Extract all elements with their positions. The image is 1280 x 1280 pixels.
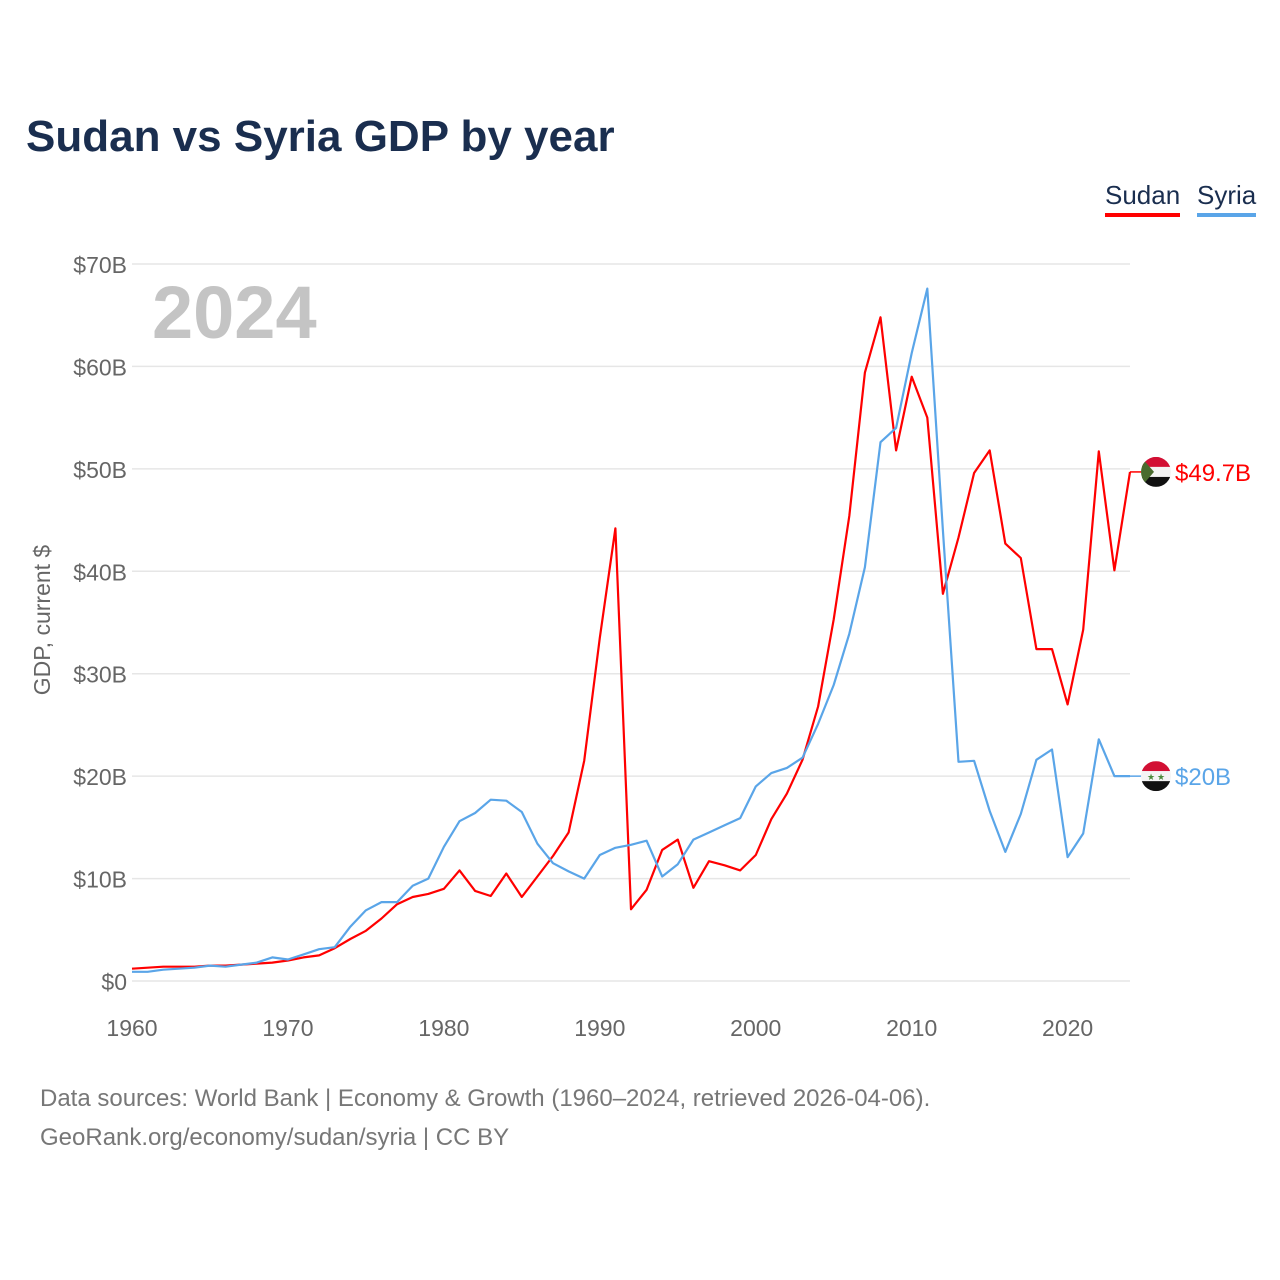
y-tick-label: $10B <box>73 867 127 893</box>
year-watermark: 2024 <box>152 271 317 354</box>
x-tick-label: 1980 <box>418 1015 469 1041</box>
y-tick-label: $40B <box>73 559 127 585</box>
y-tick-label: $30B <box>73 662 127 688</box>
y-tick-label: $20B <box>73 764 127 790</box>
svg-text:★: ★ <box>1157 772 1165 782</box>
legend-sudan[interactable]: Sudan <box>1105 180 1181 217</box>
y-tick-label: $70B <box>73 252 127 278</box>
source-text: Data sources: World Bank | Economy & Gro… <box>40 1085 931 1112</box>
end-value-label-syria: $20B <box>1175 764 1231 791</box>
y-tick-label: $50B <box>73 457 127 483</box>
series-line-syria <box>132 287 1130 973</box>
y-tick-label: $0 <box>101 969 127 995</box>
y-tick-label: $60B <box>73 354 127 380</box>
source-link[interactable]: GeoRank.org/economy/sudan/syria | CC BY <box>40 1124 510 1151</box>
x-tick-label: 1990 <box>574 1015 625 1041</box>
sudan-flag-icon <box>1141 456 1171 487</box>
y-axis-label: GDP, current $ <box>29 545 55 696</box>
end-value-label-sudan: $49.7B <box>1175 460 1251 487</box>
legend-syria[interactable]: Syria <box>1197 180 1257 217</box>
chart-title: Sudan vs Syria GDP by year <box>26 112 615 161</box>
x-tick-label: 2000 <box>730 1015 781 1041</box>
x-tick-label: 1960 <box>106 1015 157 1041</box>
x-tick-label: 2010 <box>886 1015 937 1041</box>
svg-text:★: ★ <box>1147 772 1155 782</box>
x-tick-label: 2020 <box>1042 1015 1093 1041</box>
syria-flag-icon: ★ ★ <box>1141 761 1171 792</box>
line-chart: 2024 $0 $10B $20B $30B $40B $50B $60B $70B 1960 19… <box>29 252 1251 1041</box>
x-tick-label: 1970 <box>262 1015 313 1041</box>
series-line-sudan <box>131 316 1132 970</box>
